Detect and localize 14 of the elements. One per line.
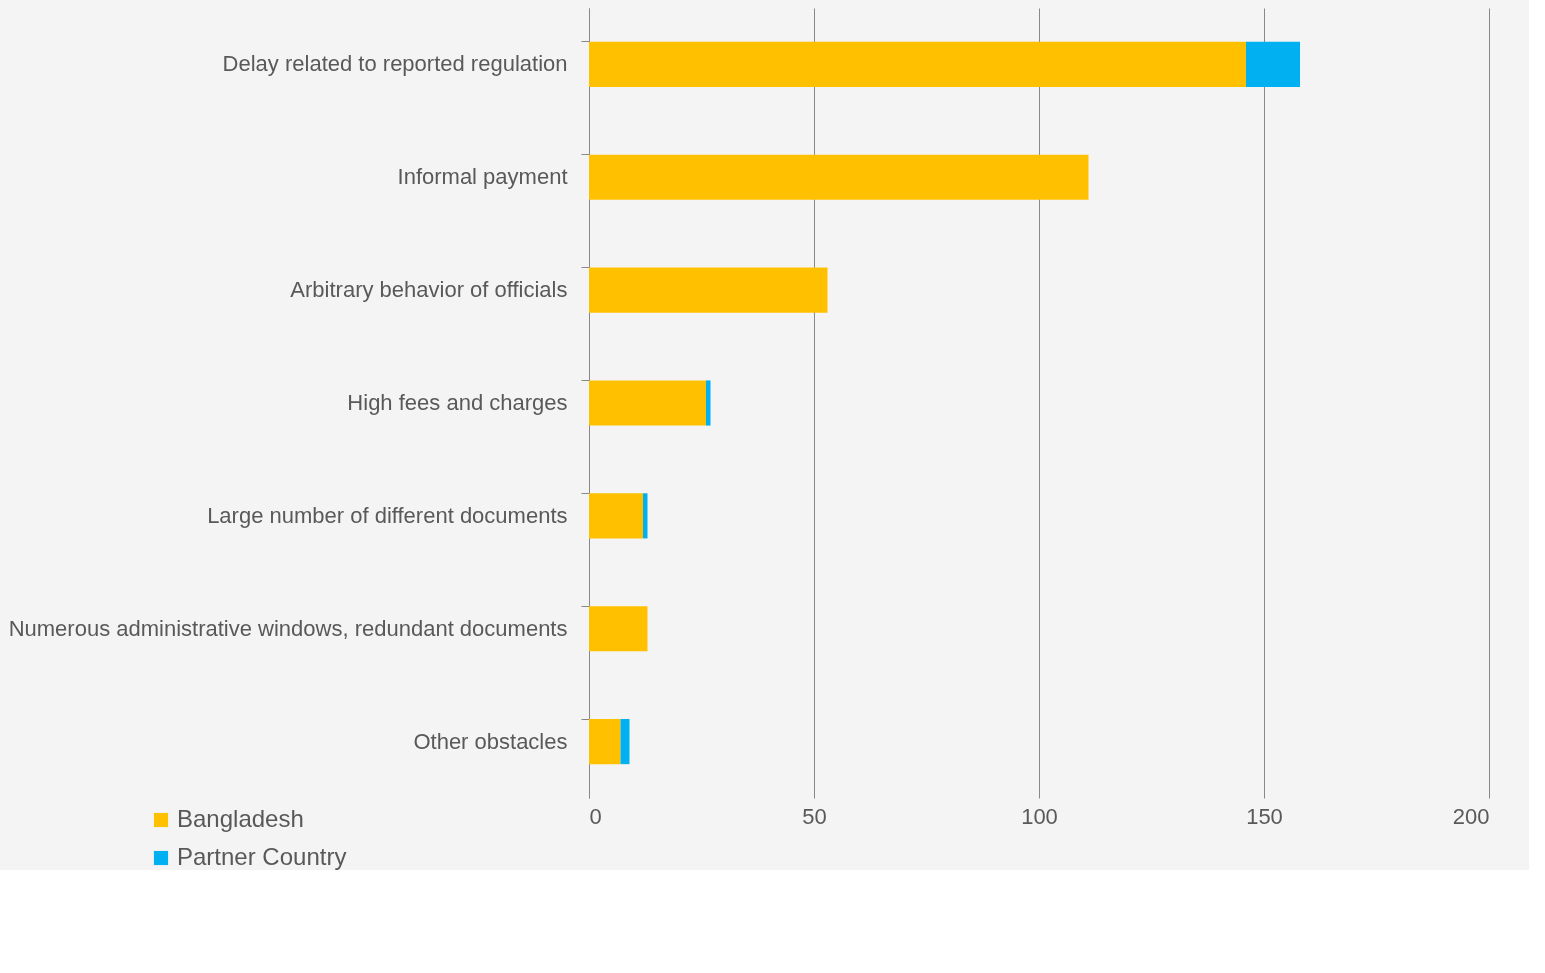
y-tick-label: High fees and charges xyxy=(347,390,568,415)
y-tick-label: Numerous administrative windows, redundant documents xyxy=(8,615,568,641)
x-tick-label: 0 xyxy=(589,803,602,829)
legend-label: Bangladesh xyxy=(177,805,304,832)
y-tick-label: Informal payment xyxy=(397,164,568,190)
x-tick-label: 100 xyxy=(1021,803,1058,829)
x-tick-label: 50 xyxy=(802,803,827,829)
x-tick-label: 200 xyxy=(1452,803,1490,829)
y-tick-label: Large number of different documents xyxy=(207,502,568,528)
x-tick-label: 150 xyxy=(1246,803,1283,829)
y-tick-label: Arbitrary behavior of officials xyxy=(290,277,568,303)
y-tick-label: Delay related to reported regulation xyxy=(222,51,568,77)
legend-label: Partner Country xyxy=(177,843,347,870)
y-tick-label: Other obstacles xyxy=(413,728,568,754)
